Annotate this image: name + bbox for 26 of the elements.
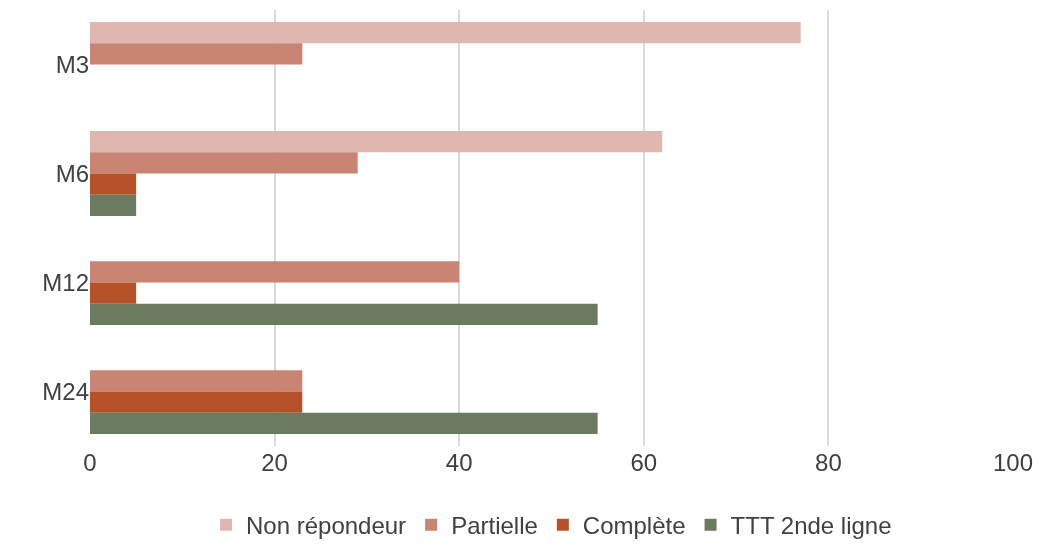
- bar: [90, 261, 460, 283]
- bar: [90, 21, 801, 44]
- bar: [90, 303, 598, 326]
- y-tick-label: M3: [55, 50, 89, 78]
- x-tick-label: 0: [83, 449, 97, 476]
- x-tick-label: 80: [815, 449, 842, 476]
- bar: [90, 43, 303, 65]
- legend-label: Complète: [582, 512, 686, 540]
- bar: [90, 152, 358, 174]
- bar: [90, 173, 137, 195]
- y-tick-label: M12: [42, 268, 89, 296]
- bar: [90, 412, 598, 435]
- bar: [90, 370, 303, 392]
- bar: [90, 130, 663, 153]
- y-tick-label: M6: [55, 159, 89, 187]
- x-tick-label: 20: [261, 449, 288, 476]
- x-tick-label: 100: [992, 449, 1034, 476]
- legend-label: Partielle: [451, 512, 538, 540]
- y-tick-label: M24: [42, 377, 89, 405]
- legend-label: TTT 2nde ligne: [730, 512, 892, 540]
- x-tick-label: 40: [445, 449, 473, 476]
- bar: [90, 194, 137, 217]
- bar: [90, 282, 137, 304]
- bar: [90, 391, 303, 413]
- legend-label: Non répondeur: [246, 512, 407, 540]
- x-tick-label: 60: [630, 449, 658, 476]
